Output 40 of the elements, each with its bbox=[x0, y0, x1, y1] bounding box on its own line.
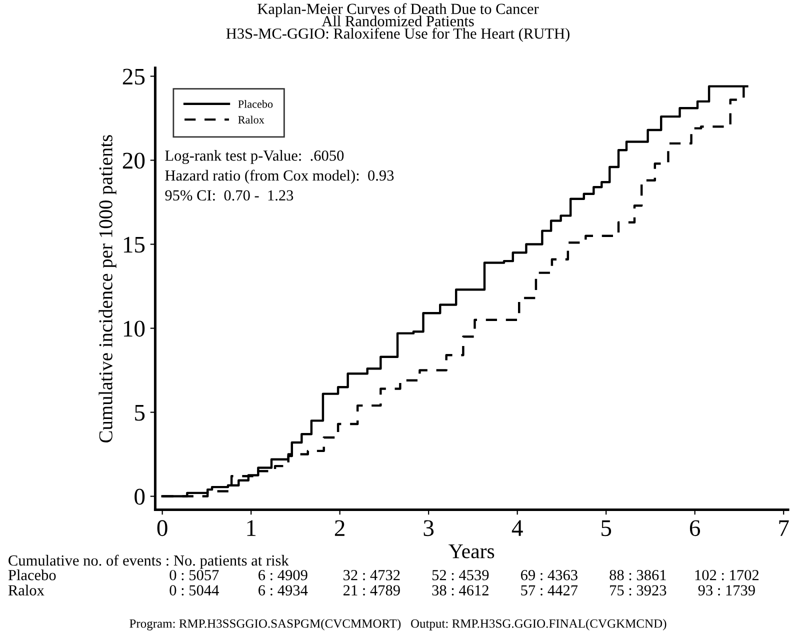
legend-label: Placebo bbox=[238, 100, 273, 108]
text: 6 : 4909 bbox=[258, 570, 308, 580]
text: 69 : 4363 bbox=[520, 570, 578, 580]
text: 75 : 3923 bbox=[610, 585, 666, 596]
chart-title: Kaplan-Meier Curves of Death Due to Cancer All Randomized Patients H3S-MC-GGIO: Raloxifene Use for The Heart (RUTH) bbox=[226, 3, 570, 42]
x-tick-label: 5 bbox=[602, 520, 612, 536]
y-tick-label: 15 bbox=[124, 236, 145, 253]
text: 0 : 5044 bbox=[170, 585, 219, 596]
y-axis-title: Cumulative incidence per 1000 patients bbox=[98, 135, 116, 442]
y-tick-label: 0 bbox=[134, 488, 145, 505]
x-tick-label: 7 bbox=[779, 520, 789, 536]
text: 88 : 3861 bbox=[610, 570, 666, 580]
x-tick-label: 2 bbox=[334, 520, 344, 536]
y-tick-label: 5 bbox=[135, 405, 145, 421]
text: 21 : 4789 bbox=[343, 585, 400, 596]
text: Cumulative no. of events : No. patients at risk bbox=[8, 554, 289, 569]
y-tick-label: 25 bbox=[122, 68, 145, 85]
y-tick-label: 10 bbox=[124, 320, 145, 337]
text: 93 : 1739 bbox=[698, 585, 755, 596]
x-tick-label: 4 bbox=[512, 520, 523, 536]
text: 38 : 4612 bbox=[432, 585, 488, 596]
x-tick-label: 6 bbox=[690, 520, 700, 536]
y-tick-label: 20 bbox=[122, 152, 145, 169]
x-tick-label: 0 bbox=[157, 520, 168, 536]
text: 32 : 4732 bbox=[344, 570, 400, 580]
x-tick-label: 3 bbox=[424, 520, 434, 536]
text: 0 : 5057 bbox=[170, 570, 219, 580]
text: Ralox bbox=[8, 584, 44, 596]
text: Program: RMP.H3SSGGIO.SASPGM(CVCMMORT) Output: RMP.H3SG.GGIO.FINAL(CVGKMCND) bbox=[130, 618, 666, 630]
annotation: Log-rank test p-Value: .6050 bbox=[165, 150, 344, 164]
x-tick-label: 1 bbox=[247, 520, 256, 536]
text: 6 : 4934 bbox=[258, 585, 308, 596]
text: 57 : 4427 bbox=[521, 585, 578, 596]
text: 102 : 1702 bbox=[695, 570, 759, 580]
legend-label: Ralox bbox=[238, 116, 264, 124]
annotation: Hazard ratio (from Cox model): 0.93 bbox=[165, 170, 394, 184]
text: 52 : 4539 bbox=[432, 570, 489, 580]
x-axis-title: Years bbox=[448, 544, 494, 558]
annotation: 95% CI: 0.70 - 1.23 bbox=[165, 190, 294, 201]
text: Placebo bbox=[8, 570, 56, 580]
